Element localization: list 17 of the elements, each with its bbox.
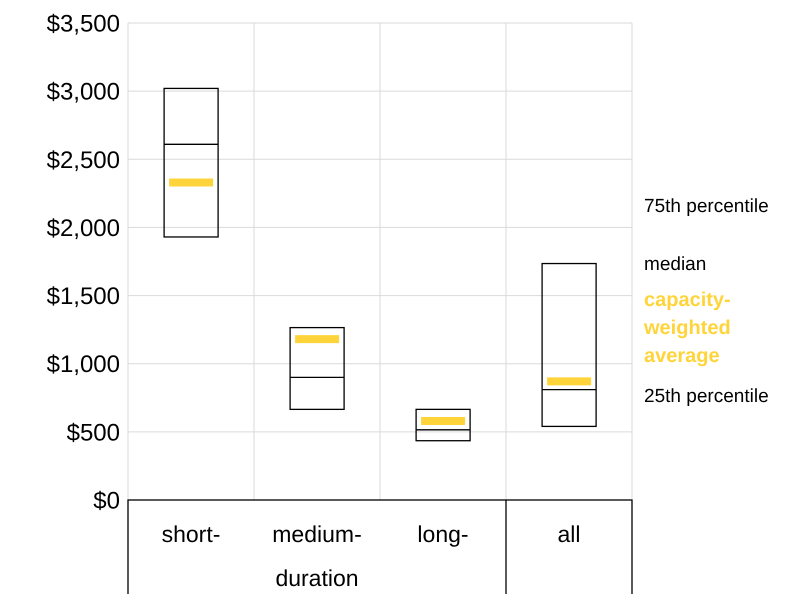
y-tick-label: $3,500 [46,10,120,38]
text: capacity-weighted average [643,289,731,367]
x-tick-label: long- [417,521,469,547]
y-tick-label: $2,500 [46,146,120,174]
x-tick-label: medium- [272,521,362,547]
y-tick-label: $500 [66,419,120,446]
y-tick-label: $0 [93,488,120,515]
y-tick-label: $1,500 [46,283,120,310]
text: 75th percentile [644,196,769,217]
text: 25th percentile [644,386,769,407]
y-tick-label: $1,000 [46,351,120,378]
y-tick-label: $3,000 [46,78,120,106]
y-tick-label: $2,000 [46,214,120,242]
x-tick-label: short- [162,521,220,547]
text: duration [275,565,359,591]
x-tick-label: all [557,521,581,547]
text: median [644,254,706,275]
